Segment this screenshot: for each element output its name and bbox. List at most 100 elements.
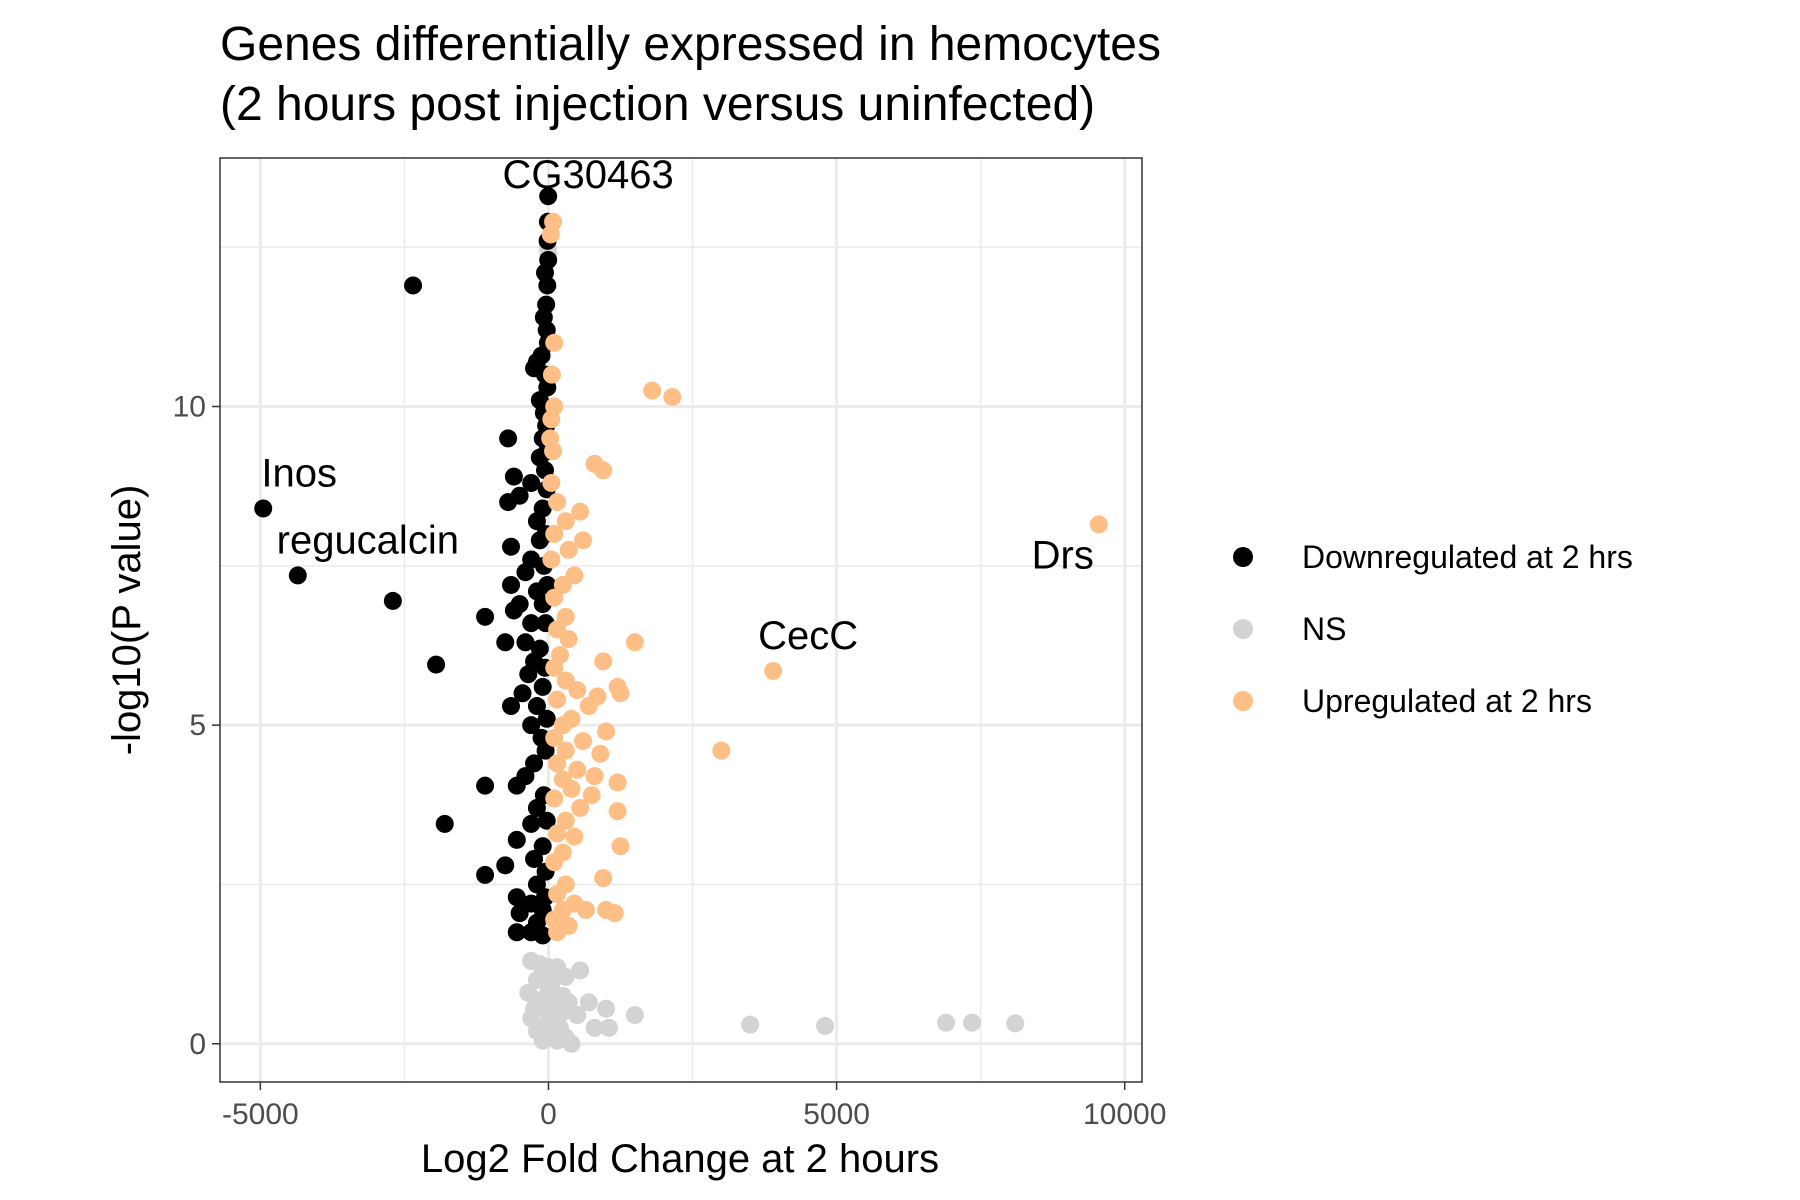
point-series2-26 <box>594 652 613 671</box>
point-series2-20 <box>545 588 564 607</box>
point-series0-68 <box>507 830 526 849</box>
point-series0-81 <box>507 923 526 942</box>
point-series2-1 <box>541 225 560 244</box>
annotation-cg30463: CG30463 <box>503 153 674 197</box>
point-series0-86 <box>288 566 307 585</box>
point-series2-44 <box>585 767 604 786</box>
point-series0-55 <box>537 709 556 728</box>
point-series1-36 <box>816 1016 835 1035</box>
point-series2-21 <box>556 607 575 626</box>
point-series1-8 <box>527 971 546 990</box>
point-series2-36 <box>553 716 572 735</box>
point-series1-26 <box>585 1018 604 1037</box>
annotation-cecc: CecC <box>758 614 858 658</box>
point-series1-38 <box>963 1013 982 1032</box>
point-series0-19 <box>499 429 518 448</box>
point-series2-27 <box>545 658 564 677</box>
y-tick-label-1: 5 <box>189 709 206 742</box>
point-series2-53 <box>548 824 567 843</box>
point-series0-46 <box>516 633 535 652</box>
point-series2-37 <box>597 722 616 741</box>
point-series0-61 <box>507 776 526 795</box>
point-series0-45 <box>496 633 515 652</box>
point-series2-55 <box>611 837 630 856</box>
point-series2-2 <box>545 333 564 352</box>
x-tick-label-3: 10000 <box>1083 1098 1166 1131</box>
point-series2-23 <box>559 630 578 649</box>
point-series2-24 <box>625 633 644 652</box>
point-series2-38 <box>545 728 564 747</box>
point-series2-32 <box>611 684 630 703</box>
legend-key-1 <box>1233 619 1253 639</box>
point-series0-52 <box>513 684 532 703</box>
legend-key-0 <box>1233 547 1253 567</box>
point-series2-50 <box>571 798 590 817</box>
point-series0-69 <box>533 837 552 856</box>
point-series0-5 <box>538 276 557 295</box>
point-series1-10 <box>519 983 538 1002</box>
point-series2-46 <box>608 773 627 792</box>
point-series1-32 <box>548 1031 567 1050</box>
minor-gridlines <box>220 158 1142 1082</box>
y-tick-label-2: 10 <box>173 391 206 424</box>
point-series1-6 <box>571 961 590 980</box>
point-series2-16 <box>559 540 578 559</box>
point-series0-88 <box>427 655 446 674</box>
point-series2-17 <box>542 550 561 569</box>
point-series1-35 <box>741 1015 760 1034</box>
point-series2-58 <box>594 869 613 888</box>
point-series0-43 <box>476 607 495 626</box>
legend-key-2 <box>1233 691 1253 711</box>
point-series0-71 <box>496 856 515 875</box>
point-series2-30 <box>568 681 587 700</box>
x-axis: -5000 0 5000 10000 <box>222 1082 1166 1131</box>
point-series2-13 <box>556 512 575 531</box>
point-series2-14 <box>545 524 564 543</box>
data-points <box>254 187 1108 1053</box>
legend-label-2: Upregulated at 2 hrs <box>1302 683 1592 719</box>
point-series0-56 <box>522 716 541 735</box>
point-series0-79 <box>510 904 529 923</box>
point-series1-34 <box>625 1006 644 1025</box>
point-series2-34 <box>579 697 598 716</box>
point-series2-43 <box>568 760 587 779</box>
point-series0-54 <box>502 697 521 716</box>
y-axis: 0 5 10 <box>173 391 220 1061</box>
point-series0-53 <box>527 697 546 716</box>
y-tick-label-0: 0 <box>189 1028 206 1061</box>
point-series2-72 <box>764 661 783 680</box>
point-series2-60 <box>548 885 567 904</box>
point-series1-17 <box>579 993 598 1012</box>
point-series2-54 <box>565 827 584 846</box>
point-series2-47 <box>562 779 581 798</box>
point-series2-11 <box>548 493 567 512</box>
panel-background <box>220 158 1142 1082</box>
point-series0-50 <box>519 665 538 684</box>
point-series2-40 <box>556 741 575 760</box>
point-series2-65 <box>605 904 624 923</box>
point-series1-33 <box>562 1034 581 1053</box>
point-series2-52 <box>556 811 575 830</box>
point-series0-84 <box>404 276 423 295</box>
point-series2-63 <box>576 900 595 919</box>
point-series2-12 <box>571 502 590 521</box>
point-series0-32 <box>530 531 549 550</box>
point-series0-0 <box>539 187 558 206</box>
point-series2-9 <box>594 461 613 480</box>
point-series0-58 <box>536 741 555 760</box>
point-series0-67 <box>435 814 454 833</box>
point-series1-21 <box>568 1006 587 1025</box>
point-series1-37 <box>937 1013 956 1032</box>
point-series0-41 <box>504 601 523 620</box>
point-series2-73 <box>1089 515 1108 534</box>
point-series2-10 <box>542 473 561 492</box>
point-series2-39 <box>574 732 593 751</box>
annotation-regucalcin: regucalcin <box>277 518 459 562</box>
point-series0-59 <box>525 754 544 773</box>
point-series2-19 <box>553 575 572 594</box>
x-axis-title: Log2 Fold Change at 2 hours <box>421 1137 939 1181</box>
point-series2-33 <box>548 690 567 709</box>
point-series2-15 <box>574 531 593 550</box>
x-tick-label-2: 5000 <box>803 1098 870 1131</box>
